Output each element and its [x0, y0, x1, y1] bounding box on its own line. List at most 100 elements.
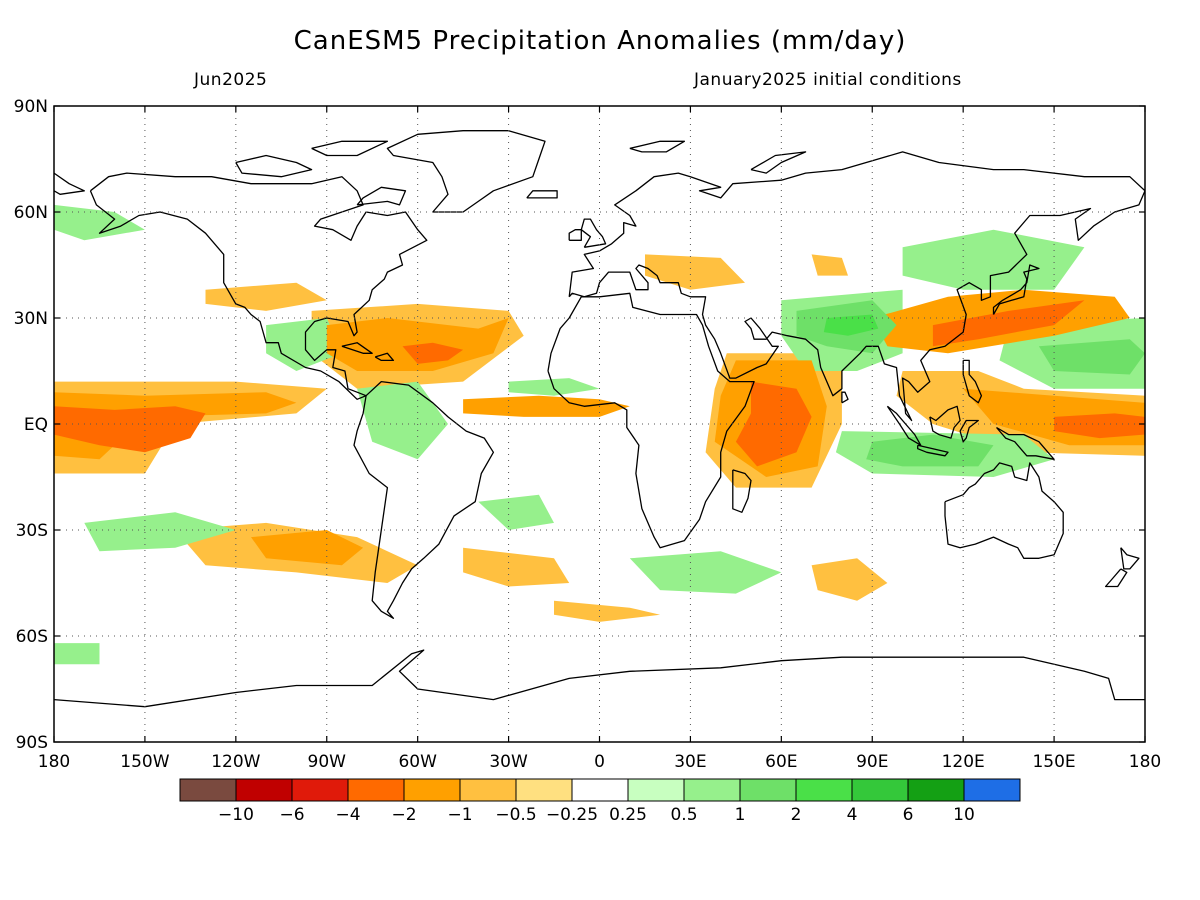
coastline	[568, 229, 582, 241]
anomaly-region	[54, 643, 100, 665]
coastline	[311, 140, 389, 157]
coastline	[1104, 568, 1128, 588]
lat-tick-label: EQ	[24, 415, 48, 435]
anomaly-region	[54, 204, 145, 241]
anomaly-region	[554, 600, 661, 622]
anomaly-region	[357, 381, 448, 460]
anomaly-region	[205, 282, 327, 311]
lon-tick-label: 90W	[308, 752, 347, 772]
anomaly-region	[645, 254, 745, 290]
coastline	[568, 151, 1145, 422]
longitude-axis: 180 150W 120W 90W 60W 30W 0 30E 60E 90E 120E 150E 18…	[38, 106, 1161, 772]
coastline	[917, 444, 949, 457]
colorbar-swatch	[851, 778, 909, 802]
initial-conditions-label: January2025 initial conditions	[694, 70, 962, 90]
anomaly-region	[478, 494, 554, 530]
coastline	[89, 172, 428, 400]
coastline	[353, 380, 495, 619]
colorbar-label: 1	[735, 805, 746, 825]
colorbar-label: 0.5	[670, 805, 697, 825]
colorbar-swatch	[683, 778, 741, 802]
lat-tick-label: 60S	[16, 627, 48, 647]
coastline	[341, 342, 373, 354]
anomaly-region	[463, 547, 570, 587]
anomaly-region	[1054, 413, 1145, 439]
colorbar-swatch	[963, 778, 1021, 802]
lat-tick-label: 30S	[16, 521, 48, 541]
anomaly-region	[823, 314, 879, 336]
lon-tick-label: 120W	[211, 752, 260, 772]
colorbar-label: 0.25	[609, 805, 647, 825]
coastline	[959, 419, 979, 443]
anomaly-region	[866, 434, 994, 467]
anomaly-region	[84, 512, 236, 552]
lon-tick-label: 180	[38, 752, 70, 772]
lon-tick-label: 60E	[765, 752, 797, 772]
lon-tick-label: 150W	[120, 752, 169, 772]
lon-tick-label: 90E	[856, 752, 888, 772]
lon-tick-label: 120E	[942, 752, 985, 772]
anomaly-region	[902, 229, 1085, 290]
coastline	[580, 218, 607, 248]
coastline	[526, 190, 558, 199]
coastline	[732, 469, 752, 513]
colorbar-label: −0.5	[495, 805, 536, 825]
colorbar-swatch	[907, 778, 965, 802]
map-title: CanESM5 Precipitation Anomalies (mm/day)	[293, 26, 907, 56]
coastline	[374, 352, 395, 362]
colorbar-label: −0.25	[546, 805, 598, 825]
colorbar-swatch	[739, 778, 797, 802]
lon-tick-label: 30W	[489, 752, 528, 772]
gridlines	[54, 106, 1145, 742]
colorbar-swatch	[795, 778, 853, 802]
colorbar-swatch	[347, 778, 405, 802]
colorbar-swatch	[571, 778, 629, 802]
lat-tick-label: 90N	[14, 97, 48, 117]
lon-tick-label: 30E	[674, 752, 706, 772]
coastline	[992, 264, 1040, 315]
colorbar-label: 10	[953, 805, 975, 825]
coastline	[386, 130, 546, 213]
coastline	[235, 154, 313, 178]
lat-tick-label: 30N	[14, 309, 48, 329]
lon-tick-label: 0	[594, 752, 605, 772]
colorbar-swatch	[235, 778, 293, 802]
coastline	[841, 391, 849, 404]
anomaly-region	[735, 381, 812, 467]
anomaly-region	[1038, 339, 1145, 375]
colorbar-swatch	[179, 778, 237, 802]
coastline	[54, 172, 85, 195]
colorbar-swatch	[459, 778, 517, 802]
coastline	[547, 292, 755, 549]
anomaly-region	[266, 318, 342, 371]
coastline	[944, 462, 1064, 559]
anomaly-region	[932, 300, 1085, 347]
colorbar-label: 6	[903, 805, 914, 825]
colorbar-swatch	[515, 778, 573, 802]
coastline	[886, 405, 922, 446]
colorbar-label: −4	[335, 805, 360, 825]
lat-tick-label: 90S	[16, 733, 48, 753]
colorbar-swatch	[291, 778, 349, 802]
anomaly-region	[463, 395, 630, 417]
lon-tick-label: 180	[1129, 752, 1161, 772]
anomaly-region	[629, 551, 782, 594]
colorbar-label: −6	[279, 805, 304, 825]
colorbar-label: −1	[447, 805, 472, 825]
coastline	[996, 426, 1055, 460]
anomaly-region	[251, 530, 364, 566]
coastline	[1120, 547, 1140, 570]
coastline	[629, 140, 686, 153]
lon-tick-label: 150E	[1032, 752, 1075, 772]
colorbar-label: −10	[218, 805, 254, 825]
colorbar-swatch	[403, 778, 461, 802]
latitude-axis: 90N 60N 30N EQ 30S 60S 90S	[14, 97, 1145, 753]
colorbar: −10 −6 −4 −2 −1 −0.5 −0.25 0.25 0.5 1 2 4 6 10	[179, 778, 1021, 825]
anomaly-region	[811, 254, 848, 276]
anomaly-region	[54, 406, 206, 453]
forecast-month-label: Jun2025	[194, 70, 268, 90]
colorbar-label: 4	[847, 805, 858, 825]
colorbar-swatch	[627, 778, 685, 802]
coastline	[356, 186, 407, 206]
